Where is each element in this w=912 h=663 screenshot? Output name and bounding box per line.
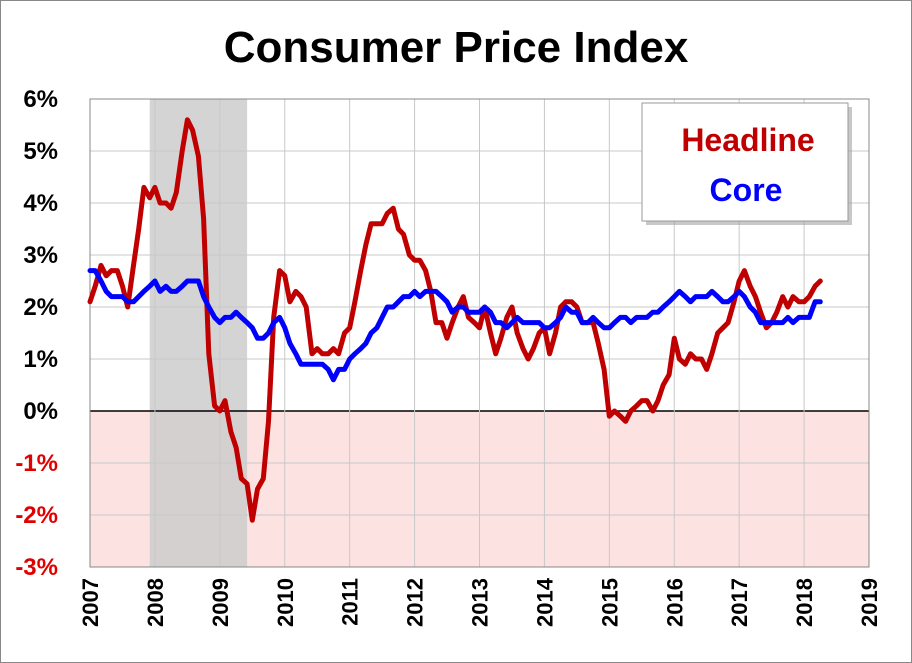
x-tick-label: 2010 (273, 578, 298, 627)
plot-border (89, 98, 870, 568)
legend-label-headline: Headline (681, 122, 814, 158)
series-line-headline (87, 117, 823, 523)
y-tick-label: -3% (15, 554, 58, 581)
legend-box (641, 102, 849, 222)
x-tick-label: 2012 (403, 578, 428, 627)
x-tick-label: 2014 (532, 577, 557, 627)
x-tick-label: 2007 (78, 578, 103, 627)
y-tick-label: -2% (15, 502, 58, 529)
y-tick-label: 5% (23, 138, 58, 165)
y-tick-label: 0% (23, 398, 58, 425)
y-tick-label: 3% (23, 242, 58, 269)
series-layer (87, 117, 823, 523)
y-tick-label: 6% (23, 86, 58, 113)
x-tick-label: 2016 (662, 578, 687, 627)
x-tick-label: 2018 (792, 578, 817, 627)
y-axis-ticks: 6% 5% 4% 3% 2% 1% 0% -1% -2% -3% (15, 86, 58, 581)
legend: Headline Core (641, 102, 852, 225)
chart-title: Consumer Price Index (224, 23, 689, 72)
x-tick-label: 2009 (208, 578, 233, 627)
x-tick-label: 2008 (143, 578, 168, 627)
y-tick-label: -1% (15, 450, 58, 477)
y-tick-label: 2% (23, 294, 58, 321)
y-tick-label: 4% (23, 190, 58, 217)
x-tick-label: 2017 (727, 578, 752, 627)
series-line-core (87, 268, 823, 383)
x-tick-label: 2013 (468, 578, 493, 627)
legend-label-core: Core (710, 172, 783, 208)
gridlines (89, 98, 870, 568)
x-tick-label: 2019 (857, 578, 882, 627)
x-tick-label: 2015 (597, 578, 622, 627)
y-tick-label: 1% (23, 346, 58, 373)
x-tick-label: 2011 (338, 578, 363, 626)
x-axis-ticks: 2007 2008 2009 2010 2011 2012 2013 2014 2015 2016… (78, 577, 882, 627)
